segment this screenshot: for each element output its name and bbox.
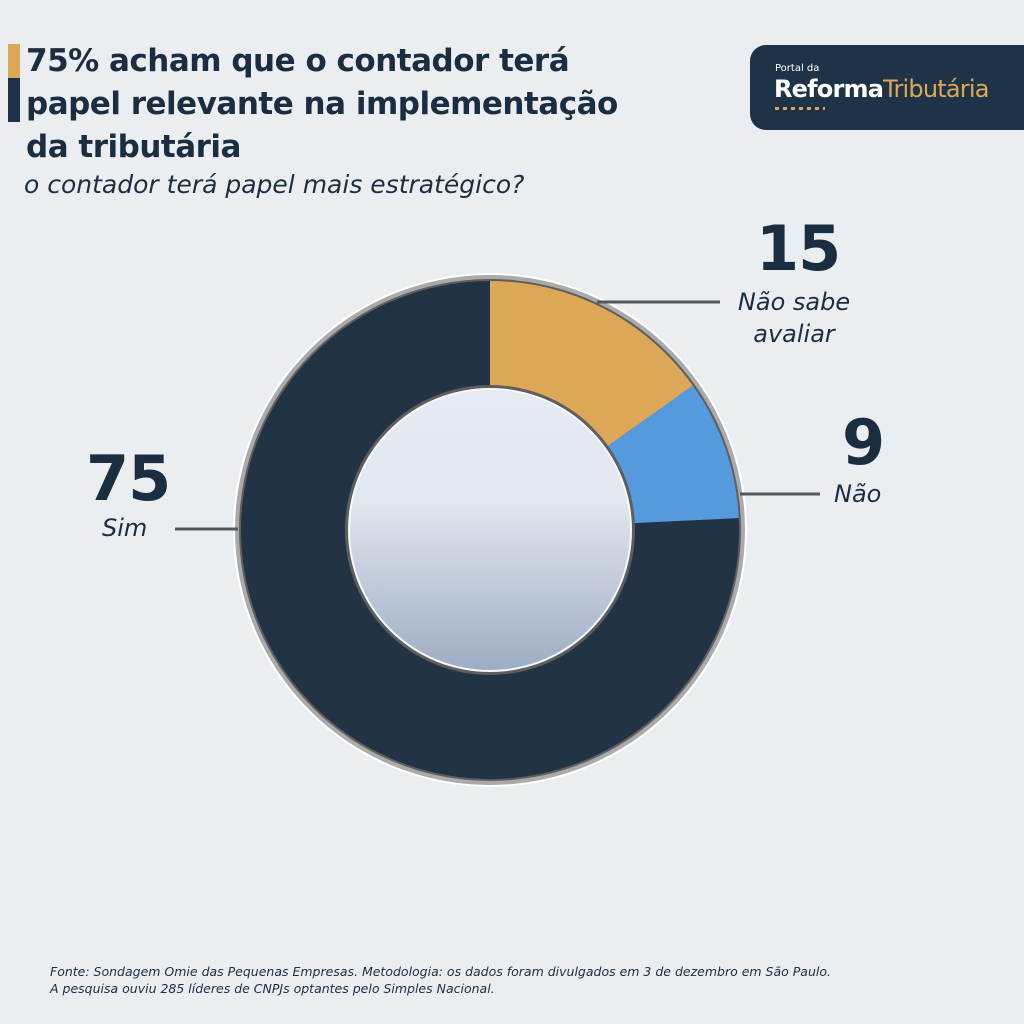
logo-dots-icon [775, 107, 825, 110]
value-nao: 9 [842, 406, 885, 479]
accent-navy [8, 78, 20, 122]
logo-wordmark: ReformaTributária [774, 75, 989, 103]
title-line-2: papel relevante na implementação [26, 86, 618, 122]
logo-small-text: Portal da [775, 63, 820, 74]
source-footnote: Fonte: Sondagem Omie das Pequenas Empres… [50, 963, 831, 997]
footnote-line-2: A pesquisa ouviu 285 líderes de CNPJs op… [50, 981, 495, 996]
logo-word-tributaria: Tributária [883, 75, 989, 103]
accent-gold [8, 44, 20, 78]
title-line-1: 75% acham que o contador terá [26, 43, 570, 79]
title-line-3: da tributária [26, 129, 241, 165]
label-nao-sabe-line-2: avaliar [753, 320, 835, 348]
value-sim: 75 [86, 442, 171, 515]
page-title: 75% acham que o contador terá papel rele… [26, 40, 666, 169]
portal-logo: Portal da ReformaTributária [750, 45, 1024, 130]
label-nao: Não [834, 480, 882, 508]
title-accent-bar [8, 44, 20, 122]
subtitle: o contador terá papel mais estratégico? [24, 170, 525, 199]
donut-center [350, 390, 630, 670]
label-nao-sabe-line-1: Não sabe [737, 288, 851, 316]
label-sim: Sim [102, 514, 148, 542]
footnote-line-1: Fonte: Sondagem Omie das Pequenas Empres… [50, 964, 831, 979]
logo-word-reforma: Reforma [774, 75, 884, 103]
value-nao-sabe: 15 [756, 212, 841, 285]
label-nao-sabe: Não sabe avaliar [722, 286, 866, 350]
